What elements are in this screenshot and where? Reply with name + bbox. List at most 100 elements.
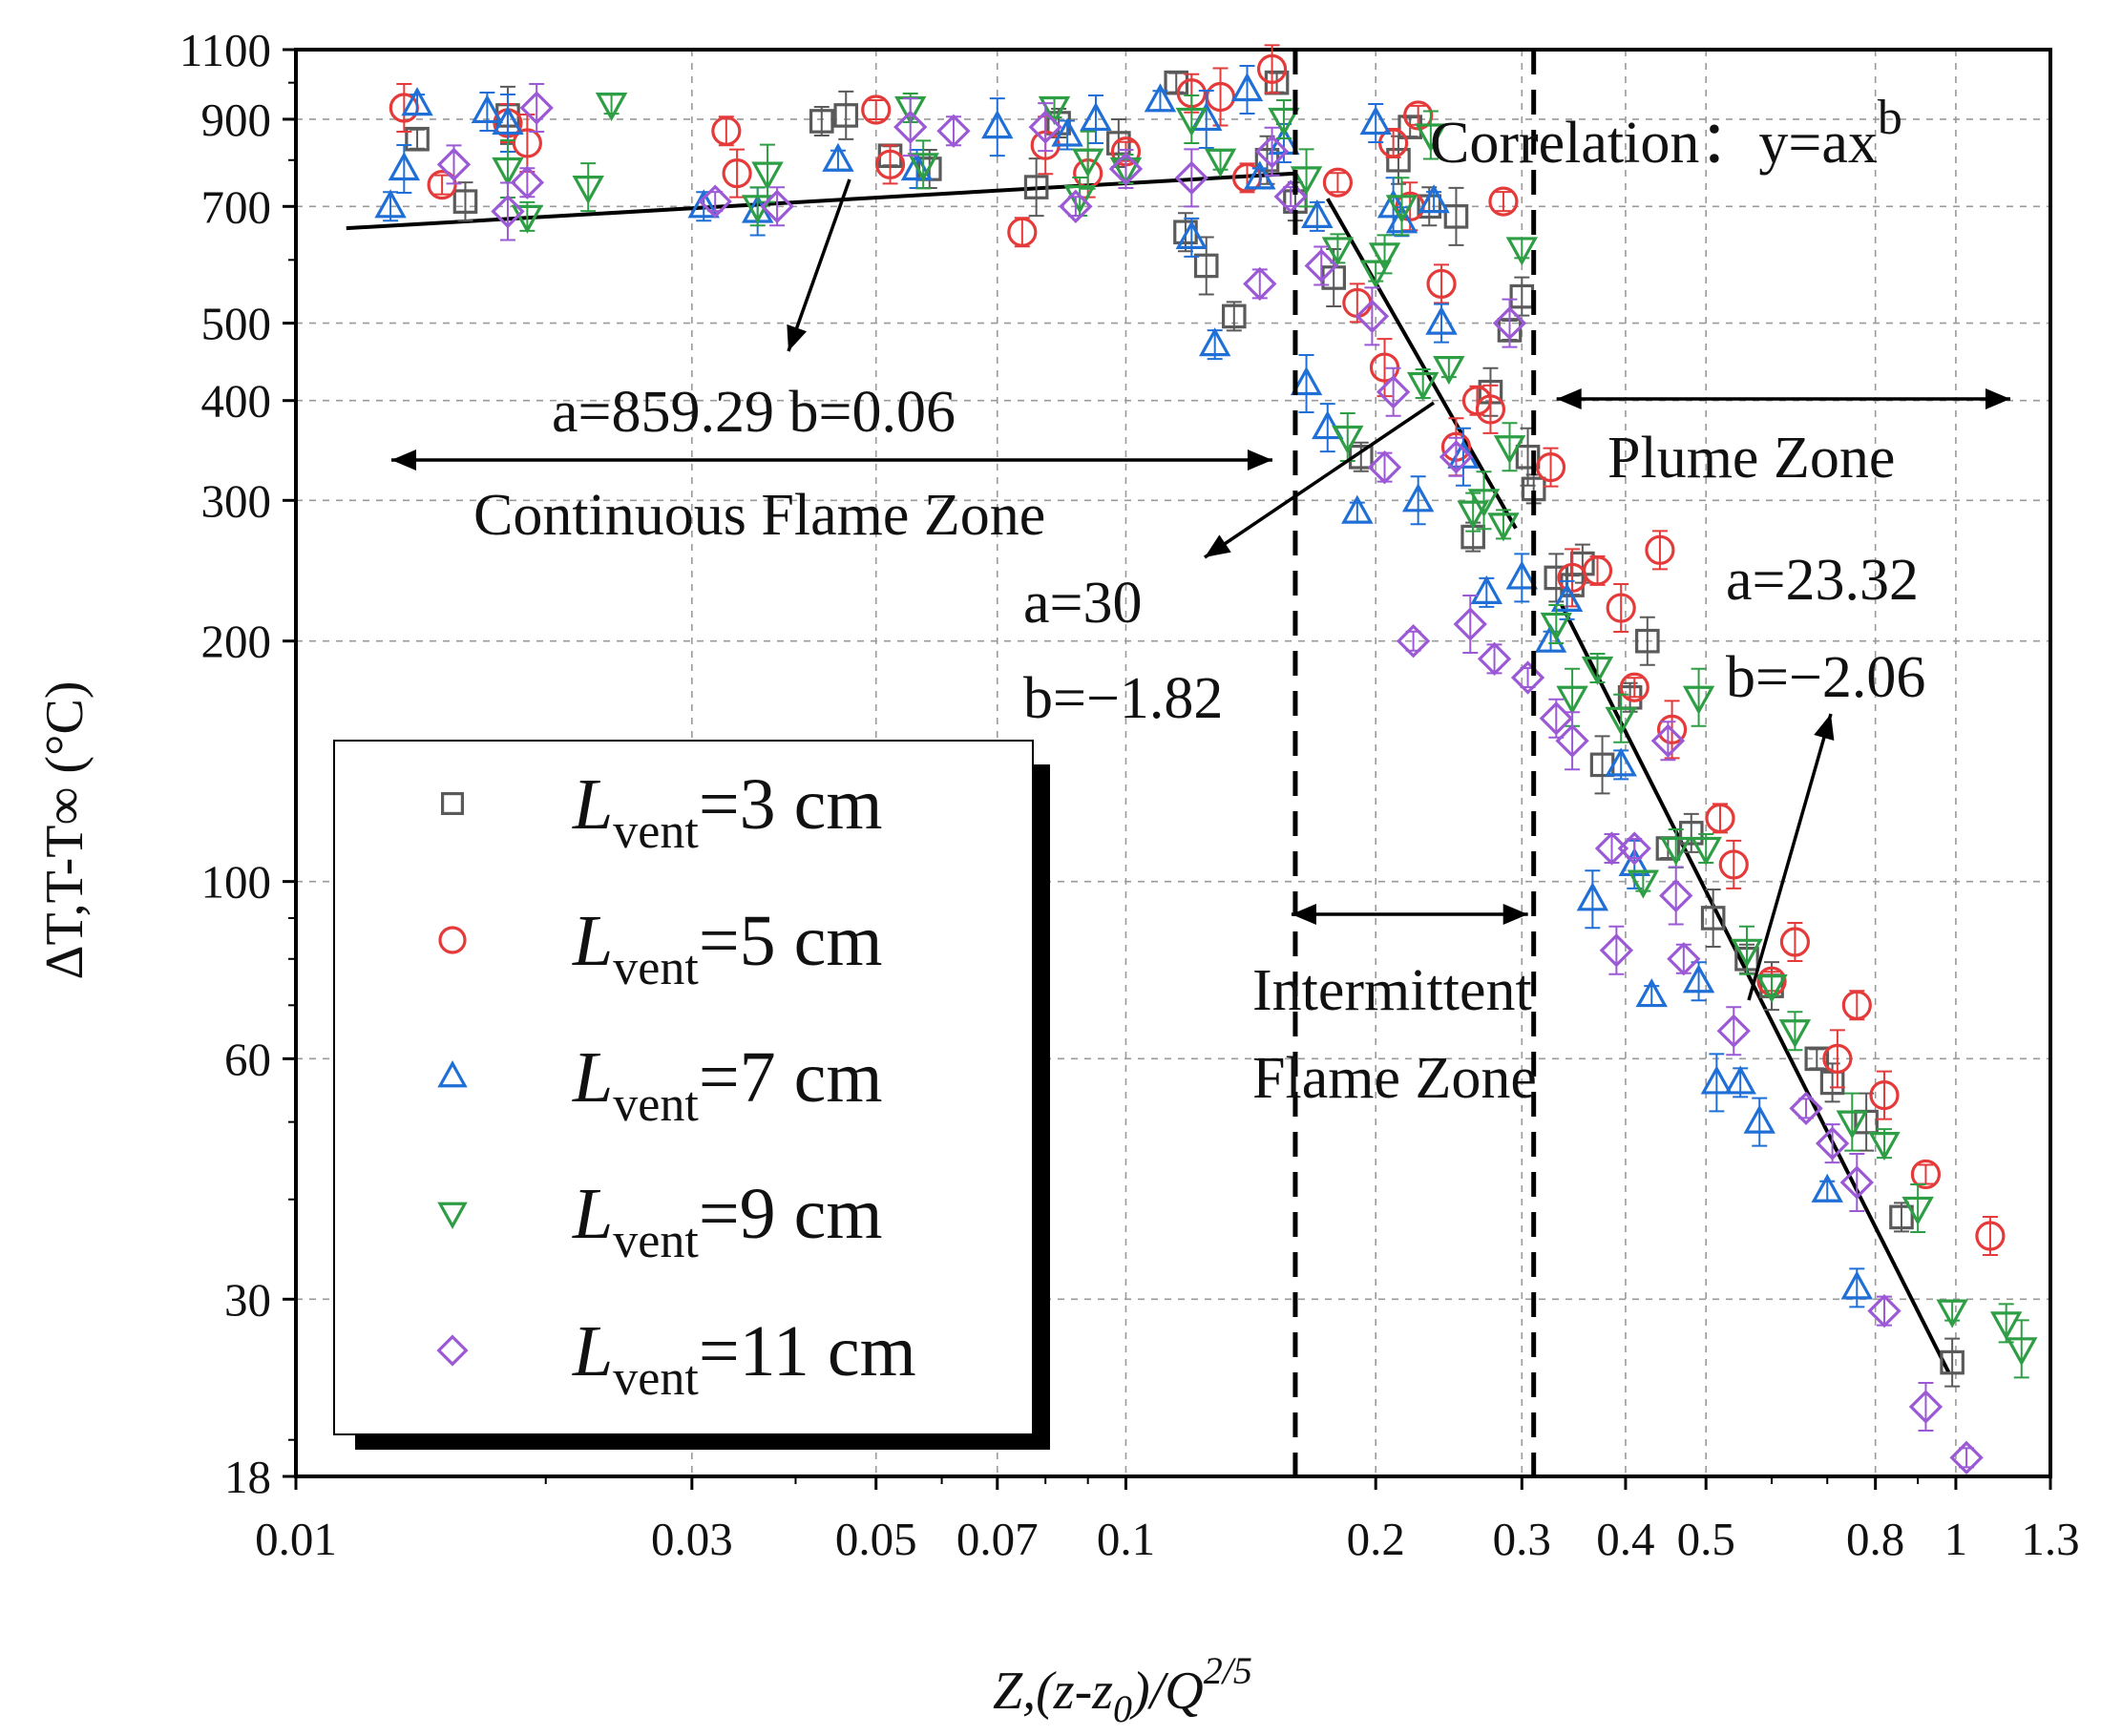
- data-point: [1376, 375, 1411, 409]
- data-point: [1869, 1080, 1900, 1111]
- legend-marker: [441, 791, 465, 815]
- data-point: [491, 194, 525, 229]
- data-point: [1080, 101, 1112, 132]
- data-point: [1175, 220, 1208, 249]
- data-point: [1656, 714, 1688, 744]
- data-point: [1700, 1065, 1733, 1095]
- data-point: [1492, 305, 1527, 341]
- data-point: [687, 189, 720, 219]
- fit-line: [346, 171, 1296, 231]
- data-point: [1868, 1132, 1901, 1161]
- data-point: [1556, 685, 1588, 715]
- fit-line: [1326, 198, 1518, 530]
- data-point: [1174, 160, 1208, 196]
- x-tick-label: 0.8: [1846, 1513, 1904, 1565]
- fit3-pointer-arrow-head: [1814, 714, 1835, 742]
- data-point: [1467, 489, 1501, 518]
- data-points: [374, 44, 2038, 1475]
- data-point: [1804, 1046, 1830, 1072]
- data-point: [1470, 575, 1503, 604]
- data-point: [1779, 927, 1811, 957]
- data-point: [1322, 167, 1354, 198]
- data-point: [1743, 1104, 1775, 1134]
- x-tick-label: 0.3: [1493, 1513, 1551, 1565]
- data-point: [1690, 836, 1722, 867]
- fit-line: [1560, 604, 1951, 1373]
- data-point: [1204, 148, 1237, 178]
- data-point: [1418, 184, 1450, 214]
- data-point: [1268, 107, 1300, 136]
- data-point: [1811, 1173, 1843, 1203]
- data-point: [1908, 1390, 1943, 1424]
- data-point: [1023, 175, 1049, 199]
- data-point: [512, 128, 542, 158]
- data-point: [1667, 942, 1701, 976]
- data-point: [1839, 1165, 1874, 1200]
- data-point: [698, 184, 732, 219]
- data-point: [595, 93, 628, 122]
- data-point: [893, 110, 928, 144]
- x-tick-label: 0.05: [835, 1513, 917, 1565]
- data-point: [1198, 327, 1231, 357]
- data-point: [1425, 305, 1458, 335]
- data-point: [1635, 978, 1668, 1008]
- data-point: [1385, 195, 1418, 224]
- data-point: [1618, 847, 1650, 877]
- y-tick-label: 500: [201, 298, 272, 350]
- correlation-label: Correlation：y=axb: [1430, 91, 1902, 176]
- legend: Lvent=3 cm Lvent=5 cm Lvent=7 cm Lvent=9 cm…: [333, 740, 1050, 1450]
- data-point: [1487, 512, 1520, 542]
- data-point: [1108, 152, 1144, 186]
- data-point: [1540, 612, 1573, 641]
- legend-label: Lvent=3 cm: [572, 764, 883, 859]
- legend-marker: [437, 1060, 468, 1088]
- data-point: [1789, 1091, 1823, 1126]
- data-point: [1439, 440, 1474, 474]
- data-point: [1332, 425, 1364, 455]
- data-point: [1290, 166, 1323, 196]
- plot-frame: [294, 48, 2052, 1478]
- data-point: [1940, 1349, 1964, 1375]
- data-point: [1815, 1126, 1850, 1161]
- data-point: [1724, 1065, 1756, 1095]
- axis-ticks: 0.01 0.03 0.05 0.07 0.1 0.2 0.3 0.4 0.5 0.8 1 1.3 18…: [179, 24, 2080, 1565]
- correlation-exponent: b: [1878, 91, 1902, 145]
- data-point: [1051, 117, 1083, 147]
- data-point: [1321, 237, 1355, 266]
- data-point: [1515, 445, 1541, 470]
- x-tick-label: 1: [1944, 1513, 1968, 1565]
- x-tick-label: 0.1: [1097, 1513, 1155, 1565]
- y-tick-label: 30: [224, 1273, 271, 1326]
- data-point: [1606, 593, 1636, 623]
- data-point: [510, 165, 545, 199]
- data-point: [1341, 494, 1374, 524]
- data-point: [1682, 685, 1715, 715]
- data-point: [861, 94, 892, 125]
- data-point: [1510, 660, 1545, 695]
- data-point: [1304, 248, 1338, 283]
- data-point: [1175, 107, 1208, 136]
- data-point: [1406, 371, 1439, 401]
- data-point: [1841, 990, 1872, 1020]
- data-point: [1705, 803, 1735, 833]
- data-point: [1716, 1014, 1751, 1048]
- data-point: [1731, 938, 1763, 968]
- data-point: [1582, 555, 1613, 586]
- data-point: [511, 204, 544, 234]
- data-point: [936, 114, 971, 148]
- fit3-pointer-arrow: [1747, 713, 1833, 1001]
- data-point: [874, 149, 906, 179]
- x-tick-label: 0.4: [1596, 1513, 1654, 1565]
- data-point: [1555, 723, 1589, 758]
- data-point: [1700, 906, 1726, 931]
- y-tick-label: 100: [201, 856, 272, 909]
- legend-label: Lvent=11 cm: [572, 1311, 916, 1406]
- legend-marker: [436, 1334, 469, 1367]
- y-axis-title: ΔT,T-T∞ (°C): [35, 681, 95, 980]
- data-point: [833, 103, 859, 128]
- data-point: [1254, 135, 1290, 169]
- data-point: [1949, 1440, 1984, 1475]
- data-point: [1840, 1270, 1874, 1300]
- data-point: [401, 87, 433, 116]
